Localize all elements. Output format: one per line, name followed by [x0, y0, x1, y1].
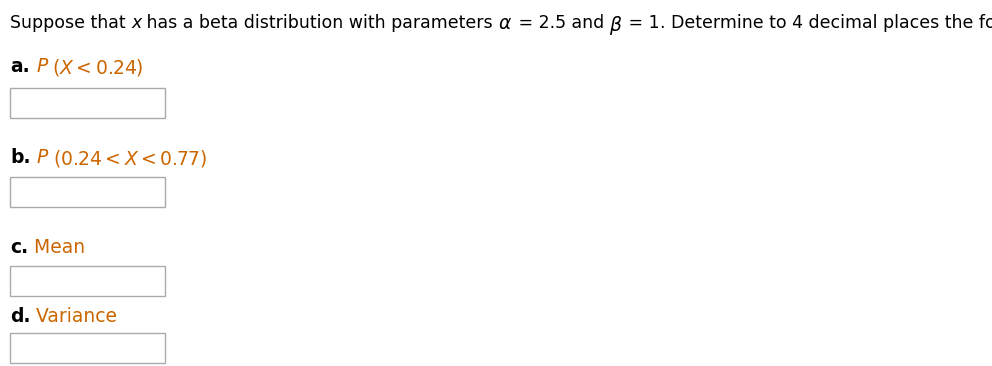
Bar [10, 177, 165, 207]
Text: x: x [131, 14, 142, 32]
Text: = 2.5: = 2.5 [513, 14, 565, 32]
Text: $\,(X < 0.24)$: $\,(X < 0.24)$ [49, 57, 144, 78]
Text: c.: c. [10, 238, 28, 257]
Bar [10, 88, 165, 118]
Text: $\beta$: $\beta$ [609, 14, 623, 37]
Text: = 1: = 1 [623, 14, 660, 32]
Text: Mean: Mean [28, 238, 85, 257]
Text: . Determine to 4 decimal places the following:: . Determine to 4 decimal places the foll… [660, 14, 992, 32]
Text: d.: d. [10, 307, 31, 326]
Text: Suppose that: Suppose that [10, 14, 131, 32]
Bar [10, 266, 165, 296]
Bar [10, 333, 165, 363]
Text: $P$: $P$ [36, 57, 49, 76]
Text: has a beta distribution with parameters: has a beta distribution with parameters [142, 14, 499, 32]
Text: $\alpha$: $\alpha$ [499, 14, 513, 33]
Text: $P$: $P$ [37, 148, 50, 167]
Text: Variance: Variance [31, 307, 117, 326]
Text: a.: a. [10, 57, 30, 76]
Text: $\,(0.24 < X < 0.77)$: $\,(0.24 < X < 0.77)$ [50, 148, 207, 169]
Text: and: and [565, 14, 609, 32]
Text: b.: b. [10, 148, 31, 167]
